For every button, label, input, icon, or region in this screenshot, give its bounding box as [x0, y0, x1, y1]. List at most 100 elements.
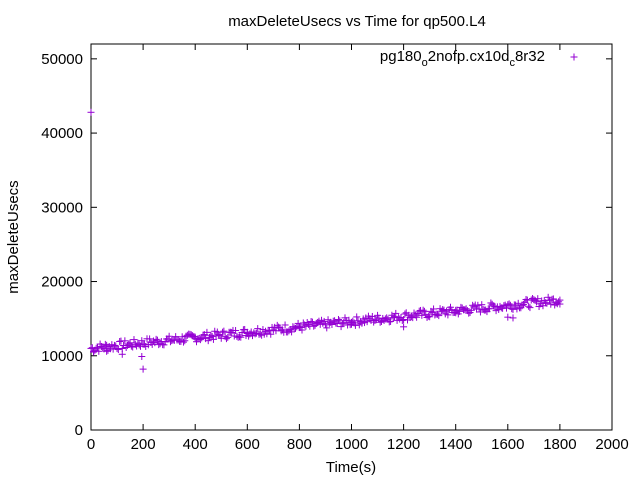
y-tick-0: 0: [75, 422, 612, 439]
data-point: [152, 335, 160, 343]
y-tick-1: 10000: [41, 348, 612, 365]
data-point: [439, 306, 447, 314]
data-point: [165, 332, 173, 340]
data-point: [323, 324, 331, 332]
data-point: [237, 333, 245, 341]
data-point: [525, 302, 533, 310]
data-point: [209, 335, 217, 343]
data-points: [87, 108, 564, 373]
x-tick-7: 1400: [439, 44, 472, 453]
data-point: [444, 311, 452, 319]
data-point: [547, 300, 555, 308]
data-point: [288, 328, 296, 336]
x-tick-label: 1000: [335, 436, 368, 453]
y-tick-label: 30000: [41, 199, 83, 216]
data-point: [95, 347, 103, 355]
y-tick-2: 20000: [41, 274, 612, 291]
data-point: [544, 293, 552, 301]
data-point: [400, 323, 408, 331]
data-point: [505, 300, 513, 308]
data-point: [138, 353, 146, 361]
legend-label: pg180o2nofp.cx10dc8r32: [380, 48, 545, 69]
legend-marker: [570, 53, 578, 61]
data-point: [514, 299, 522, 307]
x-tick-0: 0: [87, 44, 95, 453]
x-tick-2: 400: [183, 44, 208, 453]
x-tick-5: 1000: [335, 44, 368, 453]
plot-frame: [90, 43, 613, 431]
data-point: [486, 305, 494, 313]
data-point: [328, 321, 336, 329]
data-point: [160, 341, 168, 349]
data-point: [419, 306, 427, 314]
x-tick-9: 1800: [543, 44, 577, 453]
data-point: [534, 295, 542, 303]
data-point: [392, 309, 400, 317]
x-tick-label: 400: [183, 436, 208, 453]
data-point: [532, 298, 540, 306]
data-point: [153, 336, 161, 344]
data-point: [295, 324, 303, 332]
data-point: [219, 328, 227, 336]
data-point: [518, 302, 526, 310]
axis-ticks: 0 200 400 600 800 1000 1200 1400 1600 1800 2000010…: [41, 44, 629, 453]
data-point: [371, 317, 379, 325]
data-point: [275, 323, 283, 331]
data-point: [418, 311, 426, 319]
x-tick-4: 800: [287, 44, 312, 453]
data-point: [526, 304, 534, 312]
x-tick-label: 0: [87, 436, 95, 453]
data-point: [368, 312, 376, 320]
data-point: [433, 310, 441, 318]
data-point: [401, 310, 409, 318]
x-tick-10: 2000: [595, 44, 629, 453]
data-point: [90, 348, 98, 356]
data-point: [130, 336, 138, 344]
y-tick-label: 20000: [41, 274, 83, 291]
data-point: [135, 341, 143, 349]
data-point: [146, 335, 154, 343]
data-point: [139, 365, 147, 373]
data-point: [215, 330, 223, 338]
y-tick-4: 40000: [41, 125, 612, 142]
data-point: [474, 301, 482, 309]
x-tick-label: 1600: [491, 436, 524, 453]
data-point: [114, 346, 122, 354]
data-point: [220, 327, 228, 335]
x-tick-label: 600: [235, 436, 260, 453]
data-point: [101, 340, 109, 348]
y-tick-5: 50000: [41, 51, 612, 68]
data-point: [348, 318, 355, 326]
data-point: [509, 314, 517, 322]
data-point: [99, 344, 107, 352]
data-point: [542, 299, 550, 307]
data-point: [337, 323, 345, 331]
data-point: [203, 328, 211, 336]
x-tick-label: 1400: [439, 436, 472, 453]
data-point: [224, 333, 232, 341]
data-point: [267, 330, 275, 338]
x-axis-label: Time(s): [326, 459, 376, 476]
data-point: [353, 313, 361, 321]
x-tick-1: 200: [131, 44, 156, 453]
data-point: [478, 301, 486, 309]
data-point: [334, 315, 342, 323]
data-point: [291, 324, 299, 332]
x-tick-8: 1600: [491, 44, 524, 453]
data-point: [424, 312, 432, 320]
x-tick-label: 1800: [543, 436, 576, 453]
data-point: [426, 313, 434, 321]
data-point: [321, 321, 329, 329]
data-point: [376, 318, 384, 326]
data-point: [413, 313, 421, 321]
data-point: [390, 313, 398, 321]
y-tick-label: 0: [75, 422, 83, 439]
data-point: [207, 331, 215, 339]
data-point: [502, 304, 510, 312]
chart-title: maxDeleteUsecs vs Time for qp500.L4: [228, 13, 486, 30]
data-point: [467, 306, 475, 314]
data-point: [398, 316, 406, 324]
data-point: [87, 108, 95, 116]
x-tick-3: 600: [235, 44, 260, 453]
x-tick-label: 800: [287, 436, 312, 453]
